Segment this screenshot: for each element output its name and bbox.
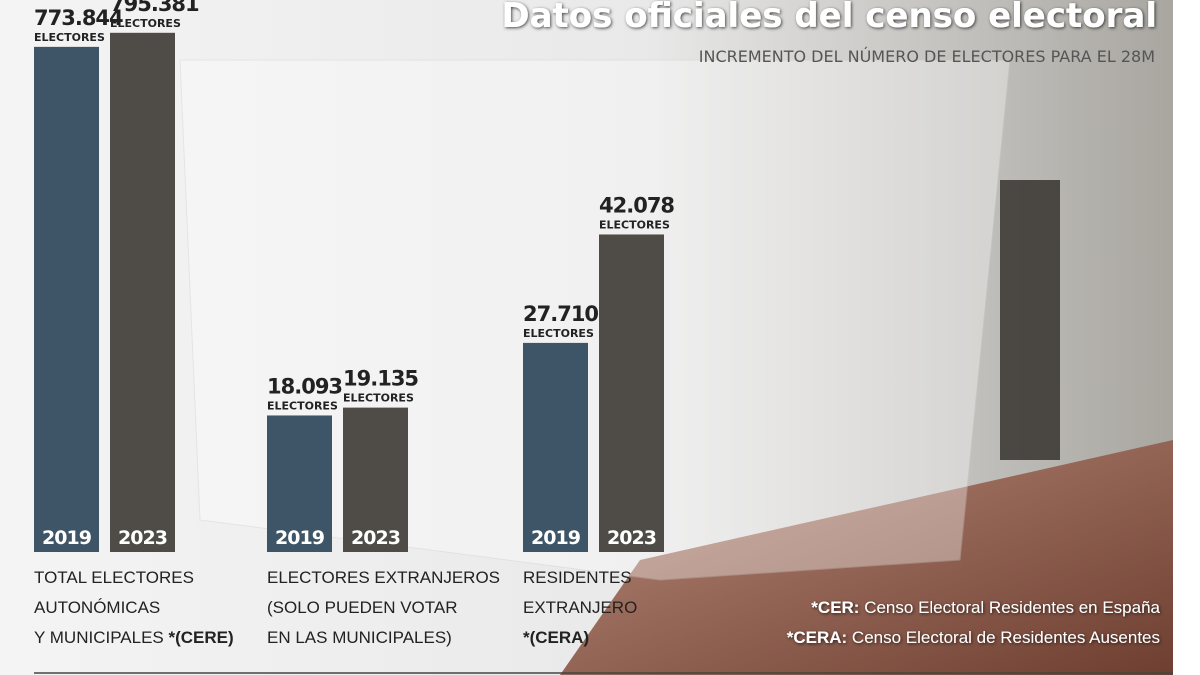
footnote-term: *CER: (811, 598, 859, 617)
bar (599, 234, 664, 553)
value-label: 42.078 (599, 193, 674, 217)
group-label-line: Y MUNICIPALES (34, 628, 164, 647)
bar (34, 46, 99, 552)
group-label-bold: *(CERA) (523, 628, 589, 647)
footnote-text: Censo Electoral de Residentes Ausentes (852, 628, 1160, 647)
bar (110, 32, 175, 552)
group-label-line: TOTAL ELECTORES (34, 568, 194, 587)
group-label-bold: *(CERE) (168, 628, 233, 647)
group-label: AUTONÓMICAS (34, 598, 160, 617)
footnote: *CERA: Censo Electoral de Residentes Aus… (787, 628, 1160, 647)
value-label: 773.844 (34, 6, 123, 30)
value-label: 19.135 (343, 367, 418, 391)
group-label: (SOLO PUEDEN VOTAR (267, 598, 458, 617)
group-label: RESIDENTES (523, 568, 632, 587)
unit-label: ELECTORES (599, 218, 670, 231)
year-label: 2019 (42, 527, 91, 549)
unit-label: ELECTORES (267, 399, 338, 412)
bar (267, 415, 332, 552)
group-label-line: RESIDENTES (523, 568, 632, 587)
value-label: 18.093 (267, 374, 342, 398)
unit-label: ELECTORES (34, 31, 105, 44)
margin (1173, 0, 1200, 675)
bar (343, 407, 408, 552)
title: Datos oficiales del censo electoral (501, 0, 1157, 36)
footnote-term: *CERA: (787, 628, 847, 647)
group-label-line: (SOLO PUEDEN VOTAR (267, 598, 458, 617)
unit-label: ELECTORES (523, 327, 594, 340)
group-label: TOTAL ELECTORES (34, 568, 194, 587)
group-label: EXTRANJERO (523, 598, 637, 617)
group-label-line: EXTRANJERO (523, 598, 637, 617)
subtitle: INCREMENTO DEL NÚMERO DE ELECTORES PARA … (699, 47, 1155, 66)
value-label: 27.710 (523, 302, 598, 326)
unit-label: ELECTORES (343, 392, 414, 405)
footnote: *CER: Censo Electoral Residentes en Espa… (811, 598, 1160, 617)
group-label-line: EN LAS MUNICIPALES) (267, 628, 452, 647)
bar (523, 342, 588, 552)
charts: 2019773.844ELECTORES2023795.381ELECTORES… (34, 0, 675, 647)
table (560, 440, 1173, 675)
year-label: 2023 (351, 527, 400, 549)
year-label: 2019 (531, 527, 580, 549)
group-label: ELECTORES EXTRANJEROS (267, 568, 500, 587)
group-label-line: ELECTORES EXTRANJEROS (267, 568, 500, 587)
group-label: EN LAS MUNICIPALES) (267, 628, 452, 647)
figure (1000, 180, 1060, 460)
year-label: 2023 (607, 527, 656, 549)
year-label: 2019 (275, 527, 324, 549)
year-label: 2023 (118, 527, 167, 549)
footnote-text: Censo Electoral Residentes en España (864, 598, 1160, 617)
unit-label: ELECTORES (110, 17, 181, 30)
group-label-line: AUTONÓMICAS (34, 598, 160, 617)
group-label: Y MUNICIPALES *(CERE) (34, 628, 234, 647)
value-label: 795.381 (110, 0, 199, 16)
footnotes: *CER: Censo Electoral Residentes en Espa… (787, 598, 1161, 647)
